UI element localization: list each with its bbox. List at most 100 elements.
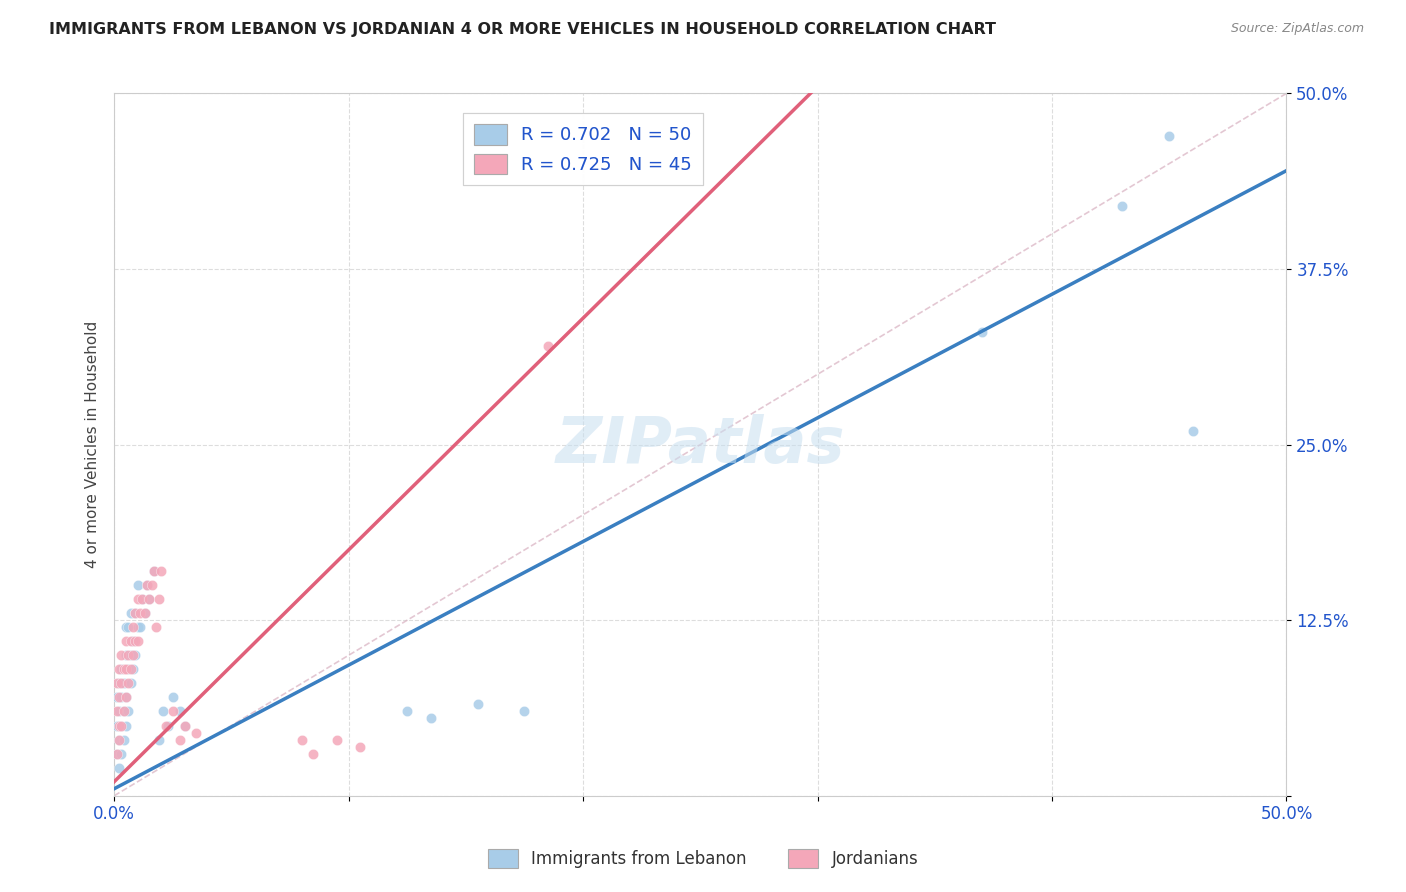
Point [134,606,156,620]
Point [120,606,142,620]
Point [122,662,145,676]
Point [108,690,131,705]
Point [138,592,160,607]
Text: Source: ZipAtlas.com: Source: ZipAtlas.com [1230,22,1364,36]
Point [141,578,163,592]
Point [110,662,132,676]
Point [136,578,159,592]
Point [117,620,139,634]
Point [129,620,152,634]
Point [108,732,131,747]
Point [173,718,195,732]
Point [105,718,128,732]
Point [105,747,128,761]
Point [136,578,159,592]
Point [108,676,131,690]
Point [110,676,132,690]
Legend: Immigrants from Lebanon, Jordanians: Immigrants from Lebanon, Jordanians [481,842,925,875]
Point [117,662,139,676]
Point [124,648,146,663]
Y-axis label: 4 or more Vehicles in Household: 4 or more Vehicles in Household [86,321,100,568]
Point [302,747,325,761]
Point [122,634,145,648]
Point [349,739,371,754]
Point [117,705,139,719]
Point [186,725,208,739]
Point [115,620,138,634]
Point [127,578,149,592]
Point [1159,128,1181,143]
Point [105,676,128,690]
Text: ZIPatlas: ZIPatlas [555,414,845,475]
Point [169,732,191,747]
Point [131,592,153,607]
Point [467,698,489,712]
Point [1181,424,1204,438]
Point [970,325,993,339]
Point [110,747,132,761]
Point [124,606,146,620]
Point [127,634,149,648]
Point [162,705,184,719]
Text: IMMIGRANTS FROM LEBANON VS JORDANIAN 4 OR MORE VEHICLES IN HOUSEHOLD CORRELATION: IMMIGRANTS FROM LEBANON VS JORDANIAN 4 O… [49,22,997,37]
Point [120,662,142,676]
Point [115,648,138,663]
Point [115,690,138,705]
Point [124,634,146,648]
Point [117,648,139,663]
Point [513,705,536,719]
Point [169,705,191,719]
Point [157,718,180,732]
Point [150,564,173,578]
Point [120,676,142,690]
Point [115,634,138,648]
Point [131,592,153,607]
Point [112,676,135,690]
Point [112,705,135,719]
Point [173,718,195,732]
Point [143,564,166,578]
Point [120,648,142,663]
Point [122,620,145,634]
Point [110,718,132,732]
Point [396,705,419,719]
Point [152,705,174,719]
Point [112,732,135,747]
Point [110,690,132,705]
Point [122,648,145,663]
Point [145,620,167,634]
Point [127,620,149,634]
Point [155,718,177,732]
Point [115,690,138,705]
Point [1111,199,1133,213]
Point [108,732,131,747]
Point [108,761,131,775]
Point [115,662,138,676]
Point [162,690,184,705]
Point [110,648,132,663]
Point [117,676,139,690]
Point [124,606,146,620]
Point [108,662,131,676]
Point [291,732,314,747]
Point [105,747,128,761]
Point [108,705,131,719]
Point [129,606,152,620]
Point [148,732,170,747]
Point [110,718,132,732]
Point [105,705,128,719]
Point [419,711,441,725]
Legend: R = 0.702   N = 50, R = 0.725   N = 45: R = 0.702 N = 50, R = 0.725 N = 45 [464,113,703,186]
Point [115,718,138,732]
Point [148,592,170,607]
Point [112,705,135,719]
Point [112,662,135,676]
Point [537,339,560,353]
Point [105,690,128,705]
Point [127,592,149,607]
Point [326,732,349,747]
Point [138,592,160,607]
Point [143,564,166,578]
Point [120,634,142,648]
Point [134,606,156,620]
